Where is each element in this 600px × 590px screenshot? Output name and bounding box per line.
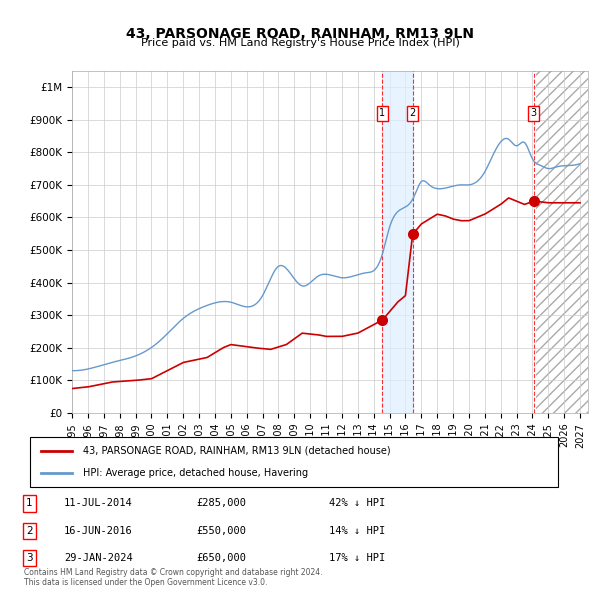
Text: 14% ↓ HPI: 14% ↓ HPI — [329, 526, 385, 536]
Text: HPI: Average price, detached house, Havering: HPI: Average price, detached house, Have… — [83, 468, 308, 478]
Text: 2: 2 — [26, 526, 32, 536]
Text: 29-JAN-2024: 29-JAN-2024 — [64, 553, 133, 563]
Text: £550,000: £550,000 — [196, 526, 247, 536]
Text: £650,000: £650,000 — [196, 553, 247, 563]
Bar — [536, 71, 588, 413]
FancyBboxPatch shape — [30, 437, 558, 487]
Text: 16-JUN-2016: 16-JUN-2016 — [64, 526, 133, 536]
Text: 17% ↓ HPI: 17% ↓ HPI — [329, 553, 385, 563]
Text: Price paid vs. HM Land Registry's House Price Index (HPI): Price paid vs. HM Land Registry's House … — [140, 38, 460, 48]
Text: 43, PARSONAGE ROAD, RAINHAM, RM13 9LN (detached house): 43, PARSONAGE ROAD, RAINHAM, RM13 9LN (d… — [83, 445, 391, 455]
Text: 1: 1 — [26, 499, 32, 509]
Text: 43, PARSONAGE ROAD, RAINHAM, RM13 9LN: 43, PARSONAGE ROAD, RAINHAM, RM13 9LN — [126, 27, 474, 41]
Text: 1: 1 — [379, 108, 385, 118]
Text: Contains HM Land Registry data © Crown copyright and database right 2024.
This d: Contains HM Land Registry data © Crown c… — [24, 568, 323, 587]
Text: 3: 3 — [530, 108, 537, 118]
Text: 2: 2 — [410, 108, 416, 118]
Bar — [382, 71, 413, 413]
Text: 42% ↓ HPI: 42% ↓ HPI — [329, 499, 385, 509]
Text: 3: 3 — [26, 553, 32, 563]
Text: 11-JUL-2014: 11-JUL-2014 — [64, 499, 133, 509]
Bar — [536, 71, 588, 413]
Text: £285,000: £285,000 — [196, 499, 247, 509]
